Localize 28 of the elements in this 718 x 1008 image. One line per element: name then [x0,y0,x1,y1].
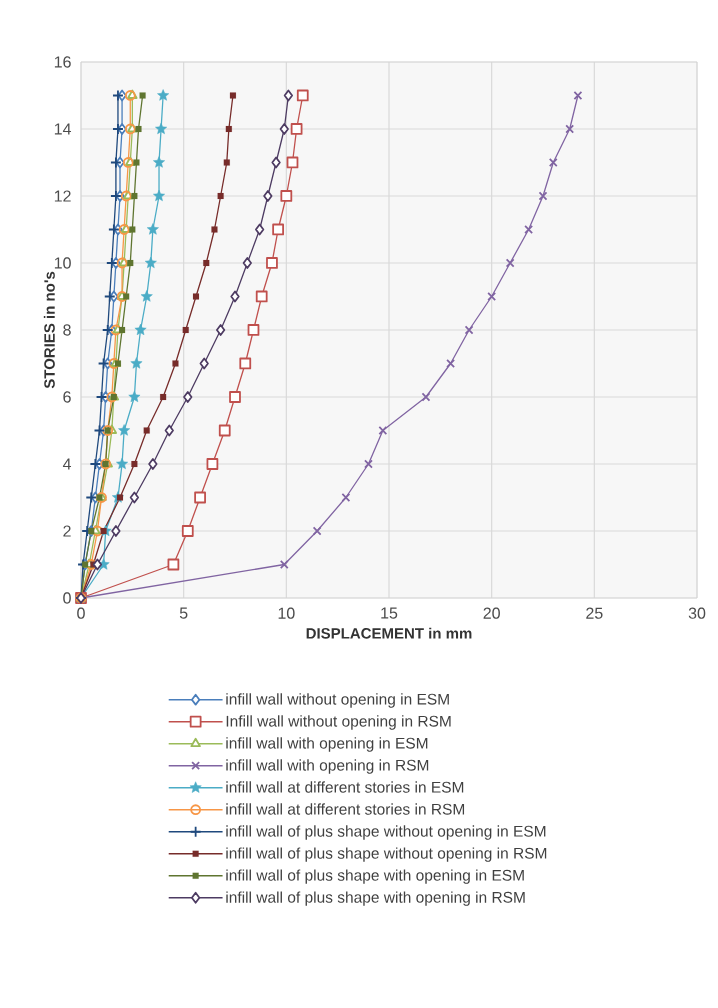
legend-label: infill wall of plus shape without opening in RSM [226,847,547,862]
x-tick-label: 30 [688,607,706,619]
legend-label: infill wall of plus shape with opening in ESM [226,869,524,884]
legend-label: infill wall at different stories in ESM [226,781,464,793]
y-tick-label: 14 [54,123,72,135]
y-tick-label: 2 [63,525,71,537]
legend-label: Infill wall without opening in RSM [226,715,451,730]
y-tick-label: 0 [63,592,71,604]
x-tick-label: 10 [278,607,295,619]
legend-label: infill wall without opening in ESM [226,693,449,708]
y-tick-label: 16 [54,56,71,68]
x-tick-label: 0 [77,607,85,619]
legend-label: infill wall with opening in RSM [226,759,429,774]
legend-label: infill wall with opening in ESM [226,737,428,752]
x-tick-label: 5 [179,607,188,619]
x-tick-label: 20 [483,607,500,619]
y-tick-label: 8 [63,324,71,336]
x-tick-label: 25 [586,607,603,619]
y-axis-title: STORIES in no's [43,271,55,389]
legend-label: infill wall at different stories in RSM [226,803,465,815]
x-tick-label: 15 [381,607,398,619]
y-tick-label: 12 [54,190,71,202]
legend-label: infill wall of plus shape without opening in ESM [226,825,546,840]
y-tick-label: 4 [62,458,72,470]
y-tick-label: 6 [63,391,71,403]
y-tick-label: 10 [54,257,71,269]
x-axis-title: DISPLACEMENT in mm [306,627,472,639]
legend-label: infill wall of plus shape with opening in RSM [226,891,525,906]
